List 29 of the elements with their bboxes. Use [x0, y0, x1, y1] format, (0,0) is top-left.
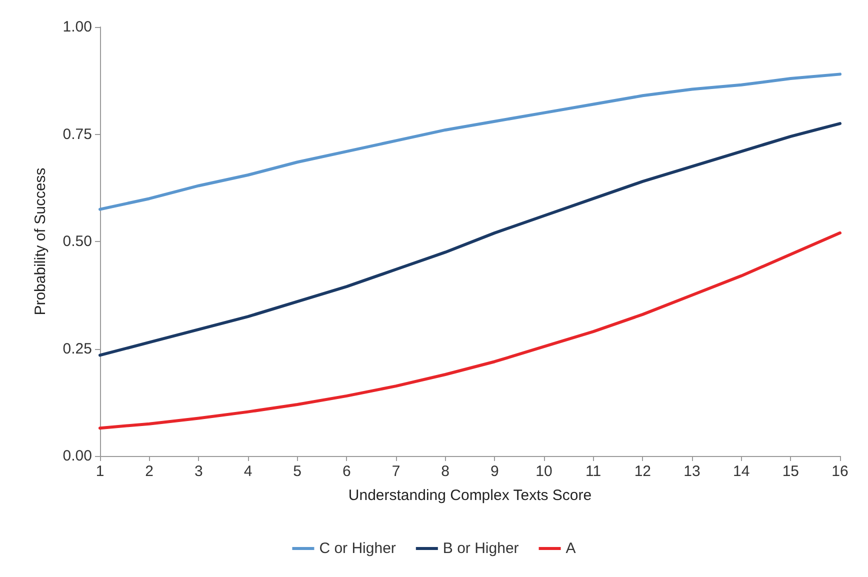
y-tick-label: 1.00: [62, 18, 92, 36]
x-tick-label: 16: [832, 463, 848, 480]
x-tick-label: 8: [441, 463, 450, 480]
legend-label: C or Higher: [319, 540, 396, 557]
x-tick-label: 11: [586, 463, 602, 480]
y-tick-label: 0.00: [62, 448, 92, 464]
y-tick-label: 0.25: [62, 340, 92, 358]
line-series: [98, 122, 842, 357]
x-tick-label: 4: [244, 463, 252, 480]
y-axis-title: Probability of Success: [32, 168, 49, 316]
x-tick-label: 14: [732, 463, 750, 480]
x-tick-label: 2: [145, 463, 154, 480]
x-axis-title: Understanding Complex Texts Score: [348, 487, 592, 504]
y-tick-label: 0.50: [62, 233, 92, 250]
x-tick-label: 10: [536, 463, 552, 480]
x-tick-label: 7: [392, 463, 400, 480]
x-tick-label: 3: [194, 463, 203, 480]
legend-label: B or Higher: [442, 540, 519, 557]
x-tick-label: 1: [96, 463, 104, 480]
line-series: [98, 72, 842, 211]
y-tick-label: 0.75: [62, 126, 92, 143]
x-tick-label: 6: [342, 463, 351, 480]
x-tick-label: 12: [634, 463, 652, 480]
x-tick-label: 13: [684, 463, 700, 480]
legend-label: A: [566, 540, 576, 557]
x-tick-label: 9: [490, 463, 499, 480]
x-tick-label: 15: [782, 463, 800, 480]
x-tick-label: 5: [293, 463, 302, 480]
line-series: [98, 231, 842, 430]
